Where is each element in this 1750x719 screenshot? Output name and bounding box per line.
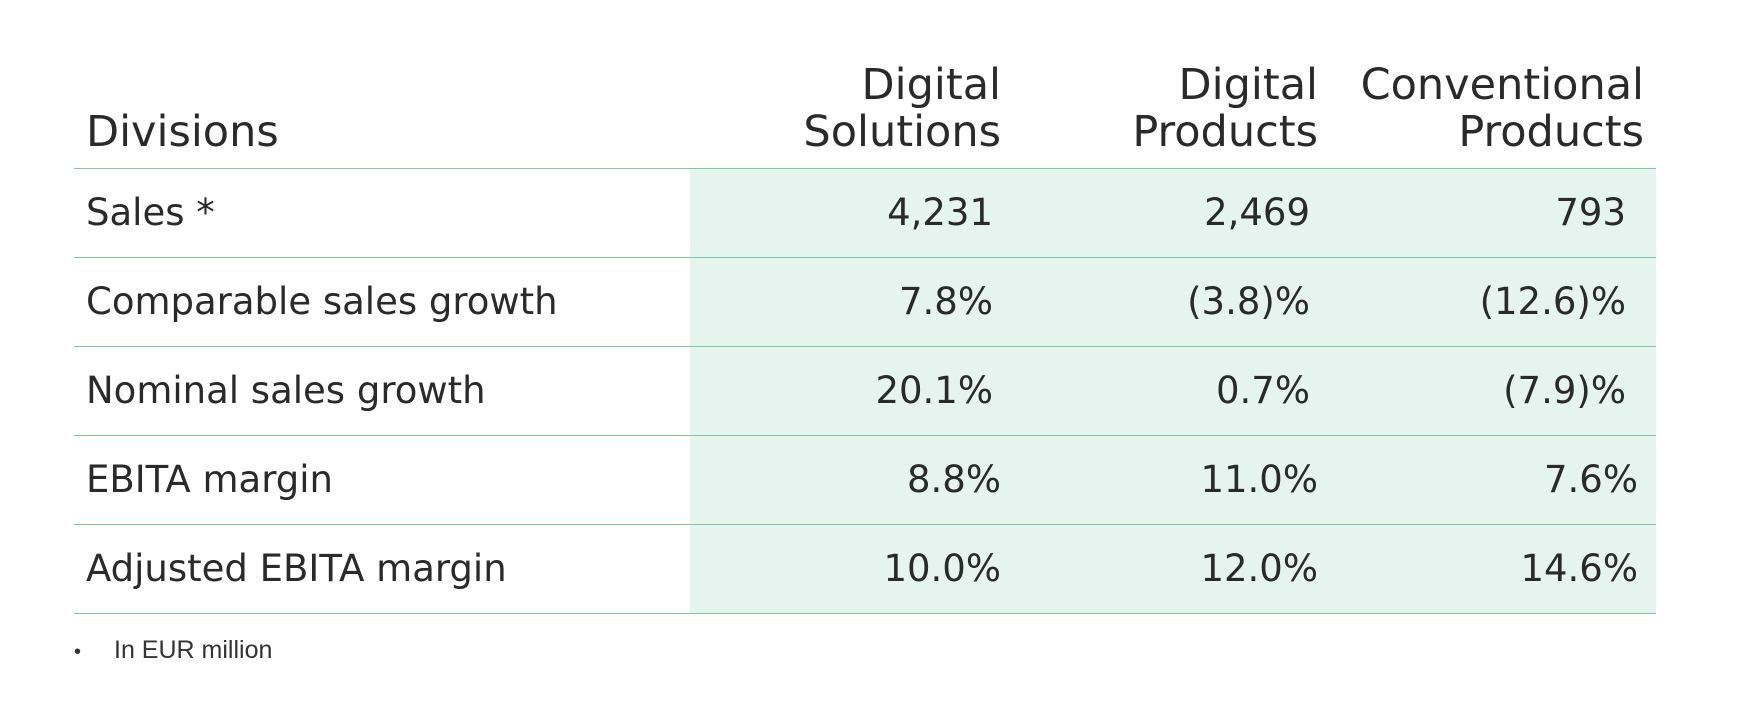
- cell-digital-products: 0.7%: [1216, 369, 1310, 412]
- header-col3-line2: Products: [1458, 107, 1644, 157]
- table-row-nominal-sales-growth: Nominal sales growth 20.1% 0.7% (7.9)%: [74, 347, 1656, 436]
- divisions-table: Divisions Digital Solutions Digital Prod…: [74, 50, 1656, 614]
- header-col1-line1: Digital: [861, 60, 1001, 110]
- header-divisions-label: Divisions: [86, 107, 279, 157]
- row-label: Sales *: [86, 191, 215, 234]
- cell-digital-solutions: 10.0%: [883, 547, 1001, 590]
- footnote: • In EUR million: [74, 636, 272, 665]
- header-col2-line1: Digital: [1178, 60, 1318, 110]
- table-header: Divisions Digital Solutions Digital Prod…: [74, 50, 1656, 169]
- header-divisions: Divisions: [86, 109, 279, 156]
- cell-digital-products: (3.8)%: [1187, 280, 1310, 323]
- header-col1-line2: Solutions: [803, 107, 1001, 157]
- row-label: EBITA margin: [86, 458, 333, 501]
- cell-conventional-products: (7.9)%: [1503, 369, 1626, 412]
- footnote-text: In EUR million: [114, 636, 273, 664]
- cell-digital-products: 12.0%: [1200, 547, 1318, 590]
- cell-digital-solutions: 8.8%: [907, 458, 1001, 501]
- row-label: Comparable sales growth: [86, 280, 558, 323]
- cell-digital-products: 11.0%: [1200, 458, 1318, 501]
- highlight-shading: [690, 169, 1656, 614]
- cell-digital-products: 2,469: [1204, 191, 1310, 234]
- footnote-bullet: •: [74, 641, 82, 663]
- cell-digital-solutions: 20.1%: [875, 369, 993, 412]
- cell-conventional-products: 793: [1555, 191, 1626, 234]
- header-conventional-products: Conventional Products: [1361, 62, 1644, 156]
- table-row-adjusted-ebita-margin: Adjusted EBITA margin 10.0% 12.0% 14.6%: [74, 525, 1656, 614]
- table-row-comparable-sales-growth: Comparable sales growth 7.8% (3.8)% (12.…: [74, 258, 1656, 347]
- table-row-sales: Sales * 4,231 2,469 793: [74, 169, 1656, 258]
- row-label: Adjusted EBITA margin: [86, 547, 507, 590]
- cell-digital-solutions: 4,231: [887, 191, 993, 234]
- cell-conventional-products: 14.6%: [1520, 547, 1638, 590]
- table-row-ebita-margin: EBITA margin 8.8% 11.0% 7.6%: [74, 436, 1656, 525]
- cell-conventional-products: 7.6%: [1544, 458, 1638, 501]
- header-col2-line2: Products: [1132, 107, 1318, 157]
- row-label: Nominal sales growth: [86, 369, 486, 412]
- cell-conventional-products: (12.6)%: [1479, 280, 1626, 323]
- cell-digital-solutions: 7.8%: [899, 280, 993, 323]
- header-col3-line1: Conventional: [1360, 60, 1644, 110]
- header-digital-products: Digital Products: [1132, 62, 1318, 156]
- header-digital-solutions: Digital Solutions: [803, 62, 1001, 156]
